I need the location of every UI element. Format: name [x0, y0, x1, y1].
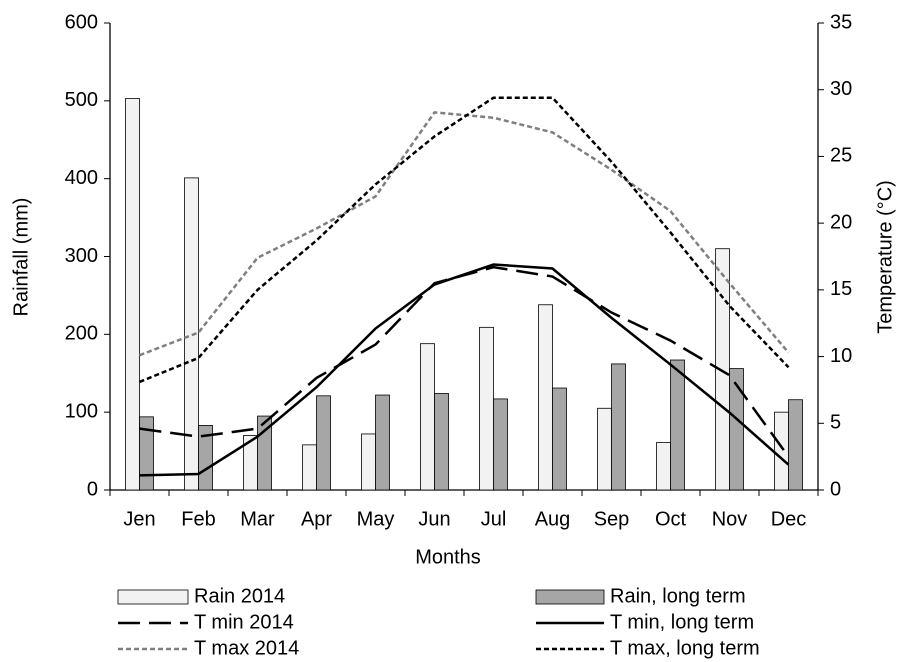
- y2-axis-title: Temperature (°C): [874, 180, 896, 334]
- legend-label: Rain 2014: [194, 585, 285, 607]
- bar: [597, 407, 612, 491]
- line: [139, 265, 790, 458]
- bar: [198, 424, 213, 491]
- y-tick-label: 400: [65, 167, 98, 189]
- bar: [302, 444, 317, 491]
- bar: [538, 304, 553, 491]
- bar: [316, 395, 331, 491]
- y-tick-label: 0: [87, 478, 98, 500]
- bar: [670, 359, 685, 491]
- bar: [125, 98, 140, 491]
- bar: [788, 399, 803, 491]
- x-tick-label: Nov: [712, 508, 748, 530]
- y2-tick-label: 5: [830, 412, 841, 434]
- y-tick-label: 300: [65, 245, 98, 267]
- bar: [375, 394, 390, 491]
- bar: [420, 343, 435, 491]
- x-tick-label: Jen: [123, 508, 155, 530]
- y2-tick-label: 0: [830, 478, 841, 500]
- x-tick-label: Feb: [181, 508, 215, 530]
- y2-tick-label: 20: [830, 211, 852, 233]
- x-tick-label: Jul: [481, 508, 507, 530]
- legend-label: Rain, long term: [610, 585, 746, 607]
- y2-tick-label: 30: [830, 78, 852, 100]
- bar: [493, 398, 508, 491]
- y2-tick-label: 10: [830, 345, 852, 367]
- x-tick-label: Jun: [418, 508, 450, 530]
- x-tick-label: Apr: [301, 508, 332, 530]
- y2-tick-label: 15: [830, 278, 852, 300]
- bar: [479, 326, 494, 491]
- y-tick-label: 100: [65, 400, 98, 422]
- bar: [729, 368, 744, 491]
- x-tick-label: Aug: [535, 508, 571, 530]
- bar: [552, 387, 567, 491]
- y-tick-label: 600: [65, 11, 98, 33]
- y-axis-title: Rainfall (mm): [10, 198, 32, 317]
- y2-tick-label: 35: [830, 11, 852, 33]
- legend-label: T max, long term: [610, 637, 760, 659]
- bar: [656, 442, 671, 491]
- y2-tick-label: 25: [830, 145, 852, 167]
- x-tick-label: Mar: [240, 508, 275, 530]
- legend-label: T max 2014: [194, 637, 299, 659]
- x-tick-label: Dec: [771, 508, 807, 530]
- x-axis-title: Months: [415, 546, 481, 568]
- x-tick-label: Sep: [594, 508, 630, 530]
- y-tick-label: 200: [65, 323, 98, 345]
- bar: [434, 393, 449, 491]
- bar: [361, 433, 376, 491]
- bar: [774, 411, 789, 491]
- line: [139, 96, 790, 384]
- x-tick-label: Oct: [655, 508, 687, 530]
- x-tick-label: May: [357, 508, 395, 530]
- bar: [611, 363, 626, 491]
- legend-swatch: [535, 589, 605, 605]
- y-tick-label: 500: [65, 89, 98, 111]
- legend-label: T min 2014: [194, 611, 294, 633]
- legend-label: T min, long term: [610, 611, 754, 633]
- legend-swatch: [117, 589, 189, 605]
- line: [139, 263, 790, 477]
- bar: [139, 416, 154, 491]
- line: [139, 111, 790, 357]
